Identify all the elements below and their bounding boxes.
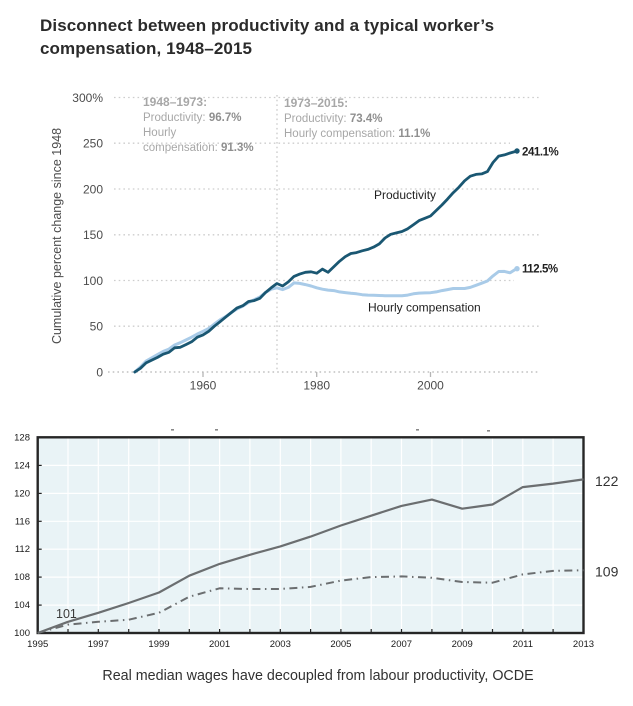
svg-text:50: 50 xyxy=(90,320,104,334)
svg-text:128: 128 xyxy=(14,433,30,444)
svg-text:2005: 2005 xyxy=(330,639,351,650)
svg-text:Hourly compensation: Hourly compensation xyxy=(368,301,481,315)
svg-text:112: 112 xyxy=(15,544,30,555)
svg-text:2003: 2003 xyxy=(270,639,291,650)
svg-text:300%: 300% xyxy=(72,91,103,105)
svg-text:241.1%: 241.1% xyxy=(522,146,559,158)
svg-text:109: 109 xyxy=(595,564,619,580)
svg-text:116: 116 xyxy=(15,516,30,527)
svg-text:250: 250 xyxy=(83,137,103,151)
svg-text:1948–1973:: 1948–1973: xyxy=(143,95,207,109)
svg-text:Real median wages have decoupl: Real median wages have decoupled from la… xyxy=(102,668,533,684)
svg-text:0: 0 xyxy=(96,365,103,379)
svg-text:1980: 1980 xyxy=(303,379,330,393)
svg-text:compensation: 91.3%: compensation: 91.3% xyxy=(143,142,254,154)
svg-text:120: 120 xyxy=(14,488,30,499)
svg-text:2007: 2007 xyxy=(391,639,412,650)
svg-text:104: 104 xyxy=(14,600,30,611)
svg-text:1999: 1999 xyxy=(148,639,169,650)
svg-text:122: 122 xyxy=(595,473,619,489)
svg-text:1995: 1995 xyxy=(27,639,48,650)
svg-text:2001: 2001 xyxy=(209,639,230,650)
svg-text:Productivity: 96.7%: Productivity: 96.7% xyxy=(143,112,241,124)
svg-text:2013: 2013 xyxy=(573,639,594,650)
svg-text:Hourly: Hourly xyxy=(143,127,176,139)
svg-text:2011: 2011 xyxy=(513,639,533,650)
svg-text:150: 150 xyxy=(83,228,103,242)
svg-text:124: 124 xyxy=(14,460,30,471)
svg-text:100: 100 xyxy=(14,628,30,639)
svg-text:2009: 2009 xyxy=(452,639,473,650)
svg-text:200: 200 xyxy=(83,182,103,196)
svg-text:100: 100 xyxy=(83,274,103,288)
svg-text:Productivity: Productivity xyxy=(374,188,436,202)
svg-text:108: 108 xyxy=(14,572,30,583)
svg-text:1960: 1960 xyxy=(190,379,217,393)
svg-text:101: 101 xyxy=(56,607,77,621)
svg-text:Hourly compensation: 11.1%: Hourly compensation: 11.1% xyxy=(284,128,430,140)
svg-text:112.5%: 112.5% xyxy=(522,264,558,276)
svg-text:Productivity: 73.4%: Productivity: 73.4% xyxy=(284,113,382,125)
svg-text:Cumulative percent change sinc: Cumulative percent change since 1948 xyxy=(50,128,64,344)
svg-text:1997: 1997 xyxy=(88,639,109,650)
svg-text:2000: 2000 xyxy=(417,379,444,393)
svg-text:1973–2015:: 1973–2015: xyxy=(284,96,348,110)
